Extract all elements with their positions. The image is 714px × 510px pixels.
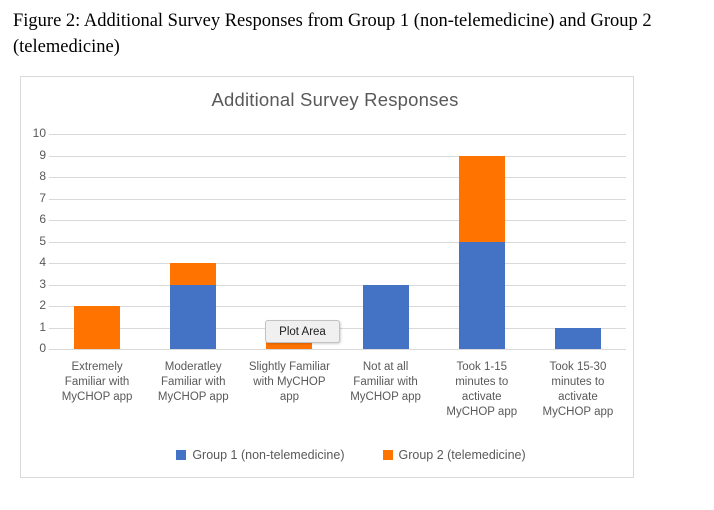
gridline — [49, 220, 626, 221]
bar-segment-group1[interactable] — [362, 284, 409, 349]
bar-segment-group2[interactable] — [458, 155, 505, 242]
chart[interactable]: Additional Survey Responses Plot Area Gr… — [20, 76, 634, 478]
y-axis-tick-label: 1 — [39, 319, 46, 334]
x-axis-category-label: Slightly Familiar with MyCHOP app — [248, 361, 330, 403]
legend: Group 1 (non-telemedicine) Group 2 (tele… — [21, 448, 633, 462]
chart-title: Additional Survey Responses — [211, 89, 459, 110]
gridline — [49, 284, 626, 286]
gridline — [49, 349, 626, 350]
figure-caption-line1: Figure 2: Additional Survey Responses fr… — [13, 11, 652, 31]
x-axis-category-label: Extremely Familiar with MyCHOP app — [61, 361, 133, 403]
bar-segment-group2[interactable] — [74, 306, 121, 349]
y-axis-tick-label: 4 — [39, 255, 46, 269]
y-axis-tick-label: 0 — [39, 341, 46, 355]
gridline — [49, 241, 626, 243]
plot-area-tooltip: Plot Area — [265, 320, 340, 343]
bar-segment-group1[interactable] — [170, 284, 217, 349]
figure-caption: Figure 2: Additional Survey Responses fr… — [13, 8, 705, 60]
legend-label-group2: Group 2 (telemedicine) — [398, 448, 526, 462]
x-axis-category-label: Not at all Familiar with MyCHOP app — [350, 361, 421, 403]
legend-item-group1[interactable]: Group 1 (non-telemedicine) — [176, 448, 345, 462]
y-axis-tick-label: 8 — [39, 169, 46, 183]
gridline — [49, 306, 626, 307]
y-axis-tick-label: 7 — [39, 190, 46, 205]
bar-segment-group1[interactable] — [554, 327, 601, 349]
bar-segment-group2[interactable] — [170, 263, 217, 285]
gridline — [49, 134, 626, 135]
legend-item-group2[interactable]: Group 2 (telemedicine) — [382, 448, 526, 462]
y-axis-tick-label: 10 — [32, 126, 46, 140]
gridline — [49, 177, 626, 178]
y-axis-tick-label: 6 — [39, 212, 46, 226]
y-axis-tick-label: 5 — [39, 233, 46, 248]
group1-color-swatch — [176, 450, 187, 460]
y-axis-tick-label: 3 — [39, 276, 46, 291]
y-axis-tick-label: 2 — [39, 298, 46, 312]
gridline — [49, 263, 626, 264]
gridline — [49, 198, 626, 200]
bar-segment-group1[interactable] — [458, 241, 505, 349]
group2-color-swatch — [382, 450, 393, 460]
plot-area — [49, 134, 626, 350]
gridline — [49, 155, 626, 157]
x-axis-category-label: Moderatley Familiar with MyCHOP app — [157, 361, 229, 403]
legend-label-group1: Group 1 (non-telemedicine) — [192, 448, 345, 462]
y-axis-tick-label: 9 — [39, 147, 46, 162]
x-axis-category-label: Took 1-15 minutes to activate MyCHOP app — [446, 361, 518, 418]
x-axis-category-label: Took 15-30 minutes to activate MyCHOP ap… — [542, 361, 614, 418]
figure-caption-line2: (telemedicine) — [13, 37, 120, 57]
